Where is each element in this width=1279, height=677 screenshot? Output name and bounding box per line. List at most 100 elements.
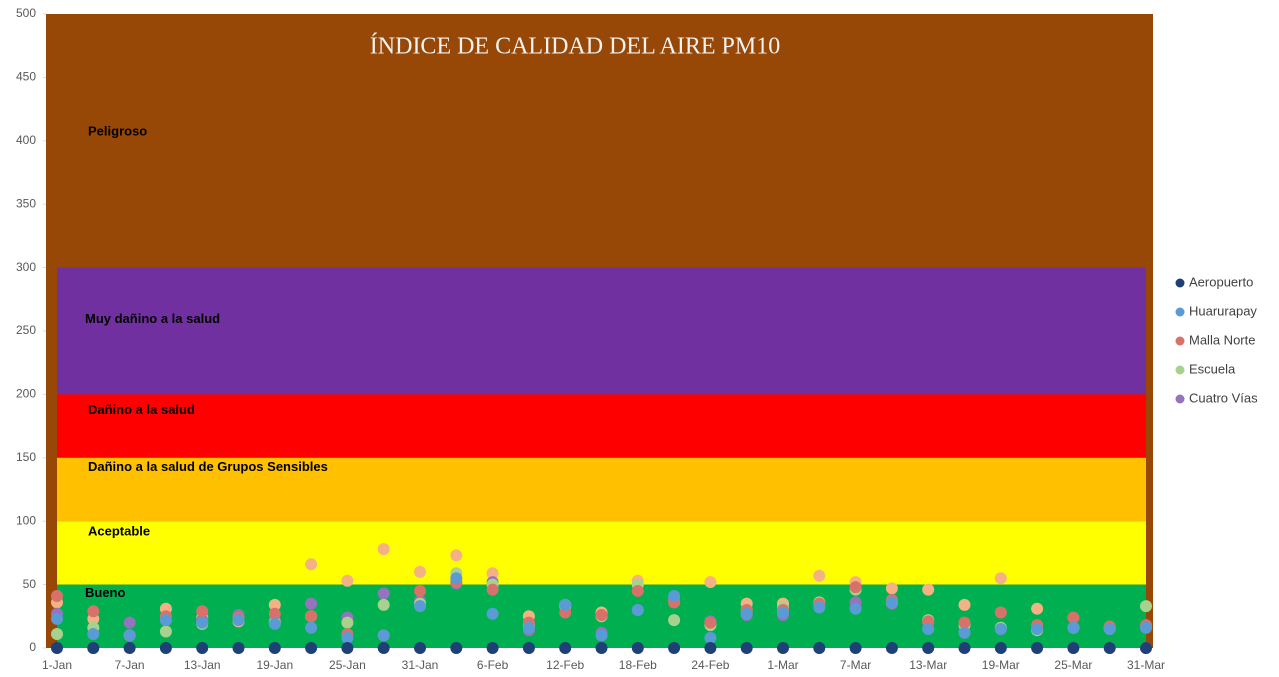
x-tick-label: 1-Mar [767, 658, 798, 672]
point [51, 642, 63, 654]
x-tick-label: 24-Feb [691, 658, 729, 672]
band-label: Peligroso [88, 123, 147, 138]
point [994, 642, 1007, 654]
point [849, 642, 862, 654]
y-tick-label: 0 [29, 640, 36, 654]
legend-label: Escuela [1189, 361, 1236, 376]
point [958, 598, 971, 611]
point [305, 610, 318, 623]
legend-label: Huarurapay [1189, 303, 1257, 318]
point [994, 606, 1007, 619]
x-tick-label: 31-Mar [1127, 658, 1165, 672]
y-tick-label: 500 [16, 6, 36, 20]
point [196, 605, 209, 618]
point [740, 642, 753, 654]
point [631, 642, 644, 654]
point [885, 582, 898, 595]
point [87, 642, 100, 654]
point [305, 642, 318, 654]
x-tick-label: 1-Jan [42, 658, 72, 672]
point [1140, 621, 1152, 634]
point [704, 576, 717, 589]
point [777, 642, 789, 654]
band [57, 457, 1146, 522]
point [1031, 642, 1044, 654]
point [994, 622, 1007, 635]
point [922, 642, 935, 654]
point [559, 598, 572, 611]
point [87, 628, 100, 641]
point [885, 642, 898, 654]
point [1140, 642, 1152, 654]
point [668, 614, 681, 627]
point [486, 567, 499, 580]
x-tick-label: 19-Mar [982, 658, 1020, 672]
point [450, 642, 463, 654]
point [1031, 622, 1044, 635]
point [51, 612, 63, 625]
point [668, 590, 681, 603]
point [958, 626, 971, 639]
legend-marker [1175, 278, 1185, 288]
point [159, 614, 172, 627]
point [849, 602, 862, 615]
point [704, 616, 717, 629]
point [377, 629, 390, 642]
point [377, 543, 390, 556]
legend-label: Aeropuerto [1189, 274, 1253, 289]
point [341, 574, 354, 587]
point [595, 629, 608, 642]
point [994, 572, 1007, 585]
point [704, 631, 717, 644]
band [57, 267, 1146, 395]
y-tick-label: 250 [16, 323, 36, 337]
y-tick-label: 150 [16, 450, 36, 464]
point [123, 629, 136, 642]
x-tick-label: 13-Mar [909, 658, 947, 672]
point [704, 642, 717, 654]
band [57, 521, 1146, 585]
point [450, 549, 463, 562]
point [51, 590, 63, 603]
point [377, 587, 390, 600]
band-label: Muy dañino a la salud [85, 311, 220, 326]
point [595, 609, 608, 622]
point [813, 601, 826, 614]
point [232, 642, 245, 654]
point [159, 625, 172, 638]
x-tick-label: 6-Feb [477, 658, 509, 672]
x-tick-label: 25-Mar [1054, 658, 1092, 672]
point [849, 581, 862, 594]
point [414, 565, 426, 578]
legend-marker [1175, 307, 1185, 317]
point [196, 616, 209, 629]
x-tick-label: 18-Feb [619, 658, 657, 672]
point [486, 583, 499, 596]
x-tick-label: 19-Jan [256, 658, 293, 672]
point [268, 642, 281, 654]
point [813, 569, 826, 582]
point [268, 598, 281, 611]
y-tick-label: 450 [16, 70, 36, 84]
point [595, 642, 608, 654]
legend-marker [1175, 365, 1185, 375]
point [232, 614, 245, 627]
y-tick-label: 100 [16, 513, 36, 527]
legend-label: Cuatro Vías [1189, 390, 1258, 405]
band-label: Bueno [85, 585, 126, 600]
point [958, 642, 971, 654]
point [740, 607, 753, 620]
point [377, 598, 390, 611]
point [1103, 622, 1116, 635]
point [1067, 621, 1080, 634]
legend-marker [1175, 336, 1185, 346]
point [958, 616, 971, 629]
x-tick-label: 7-Mar [840, 658, 871, 672]
y-tick-label: 300 [16, 260, 36, 274]
band-label: Dañino a la salud de Grupos Sensibles [88, 459, 328, 474]
x-tick-label: 31-Jan [402, 658, 439, 672]
point [885, 596, 898, 609]
point [414, 600, 426, 613]
chart-title: ÍNDICE DE CALIDAD DEL AIRE PM10 [370, 34, 780, 60]
point [813, 642, 826, 654]
